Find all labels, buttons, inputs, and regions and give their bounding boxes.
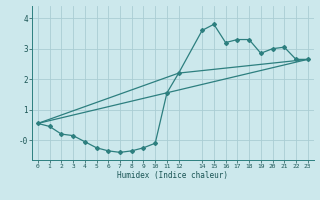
X-axis label: Humidex (Indice chaleur): Humidex (Indice chaleur) bbox=[117, 171, 228, 180]
